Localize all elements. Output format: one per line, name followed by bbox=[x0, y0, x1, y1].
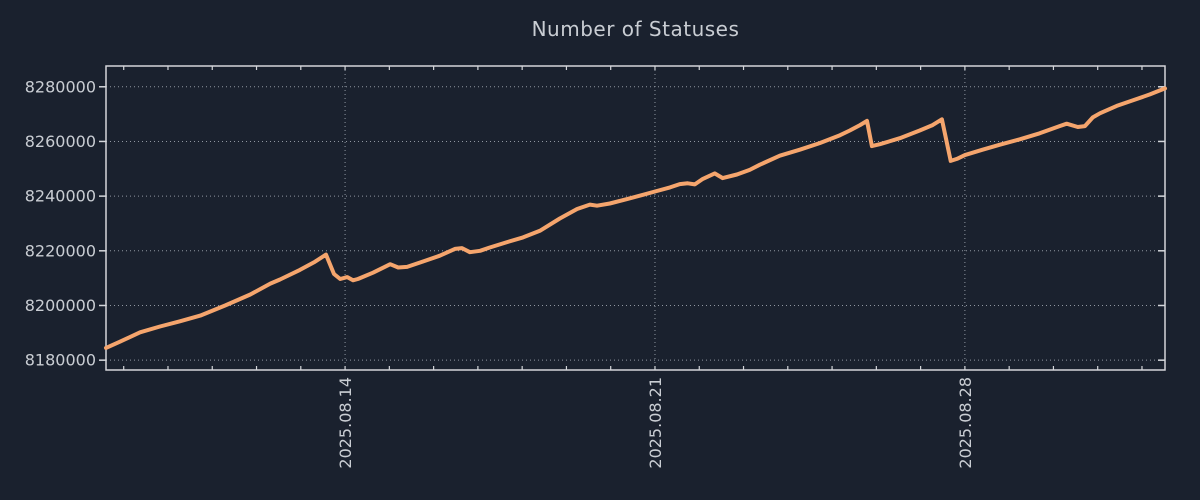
y-tick-label: 8220000 bbox=[25, 241, 96, 260]
x-tick-label: 2025.08.28 bbox=[956, 377, 975, 469]
x-tick-label: 2025.08.14 bbox=[336, 377, 355, 469]
plot-border bbox=[105, 65, 1166, 371]
y-tick-label: 8280000 bbox=[25, 77, 96, 96]
y-tick-label: 8260000 bbox=[25, 132, 96, 151]
y-tick-label: 8240000 bbox=[25, 187, 96, 206]
y-tick-label: 8200000 bbox=[25, 296, 96, 315]
y-tick-label: 8180000 bbox=[25, 351, 96, 370]
chart-title: Number of Statuses bbox=[531, 17, 740, 41]
x-tick-label: 2025.08.21 bbox=[646, 377, 665, 469]
series-line bbox=[104, 86, 1167, 350]
